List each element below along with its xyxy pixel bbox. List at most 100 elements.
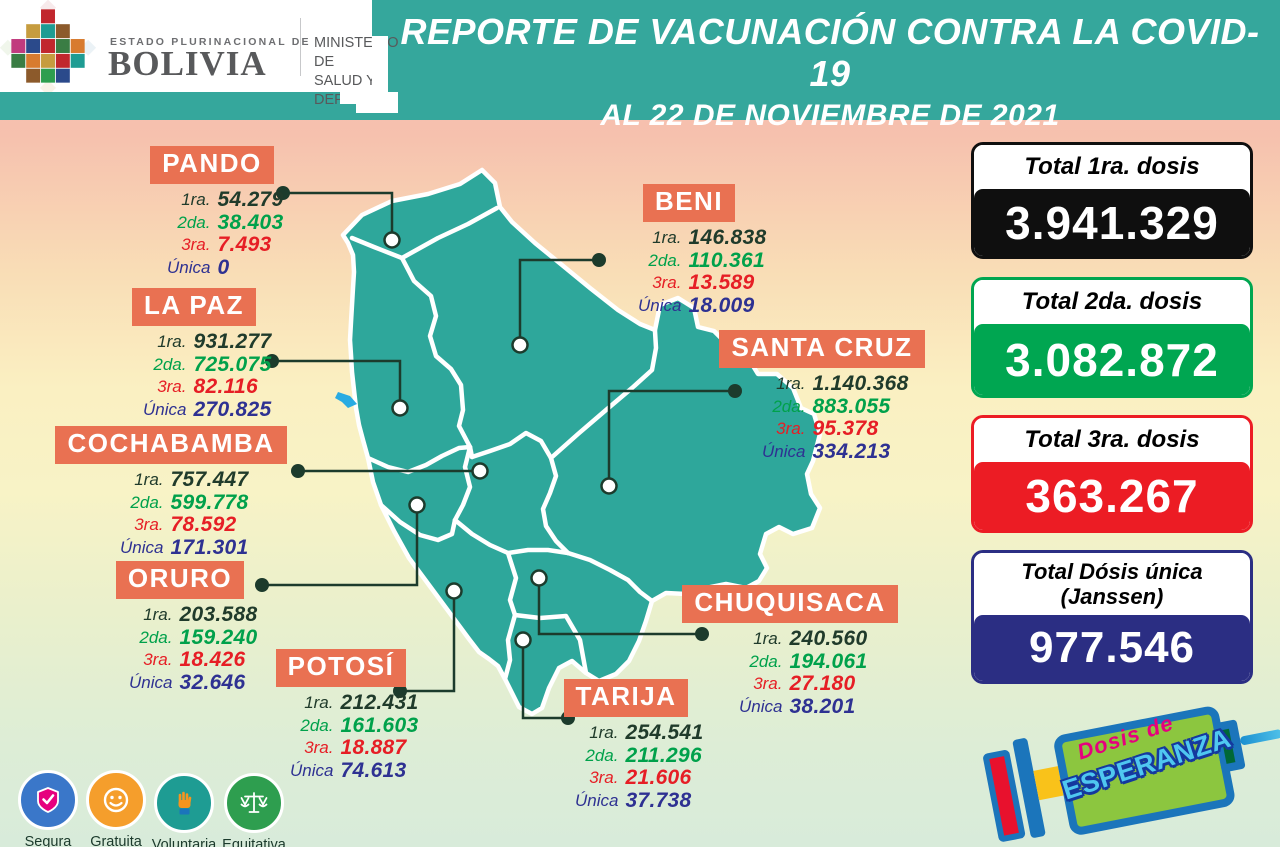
total-value: 3.082.872: [974, 324, 1250, 395]
principle-label: Equitativa: [222, 837, 286, 847]
callout-text-dot-oruro: [255, 578, 269, 592]
dose-value-unica: 38.201: [789, 694, 856, 718]
dose-value-3ra: 13.589: [688, 271, 755, 294]
border-cochabamba-santacruz: [540, 455, 571, 556]
dose-prefix-unica: Única: [575, 790, 619, 810]
total-label: Total Dósis única (Janssen): [974, 553, 1250, 615]
map-dot-beni: [511, 336, 529, 354]
dose-prefix-unica: Única: [167, 257, 211, 277]
map-dot-potosi: [445, 582, 463, 600]
principle-voluntaria: Voluntaria: [148, 773, 220, 847]
dose-value-unica: 334.213: [812, 439, 891, 463]
total-box-first-dose: Total 1ra. dosis 3.941.329: [971, 142, 1253, 259]
dose-value-1ra: 757.447: [170, 468, 249, 491]
dept-label: TARIJA: [563, 679, 689, 717]
principle-gratuita: Gratuita: [80, 770, 152, 847]
dose-prefix-2da: 2da.: [648, 250, 682, 270]
logo-plate: ESTADO PLURINACIONAL DE BOLIVIA MINISTER…: [0, 0, 399, 108]
total-label: Total 1ra. dosis: [974, 145, 1250, 189]
dose-value-1ra: 1.140.368: [812, 372, 909, 395]
dose-prefix-2da: 2da.: [300, 715, 334, 735]
total-box-single-dose: Total Dósis única (Janssen) 977.546: [971, 550, 1253, 684]
page-title: REPORTE DE VACUNACIÓN CONTRA LA COVID-19…: [395, 11, 1265, 133]
callout-text-dot-cochabamba: [291, 464, 305, 478]
dose-prefix-2da: 2da.: [139, 627, 173, 647]
dept-doses: 1ra. 1.140.368 2da. 883.055 3ra. 95.378 Úni…: [735, 372, 909, 463]
dept-label: BENI: [642, 184, 736, 222]
map-dot-tarija: [514, 631, 532, 649]
map-dot-chuquisaca: [530, 569, 548, 587]
map-dot-pando: [383, 231, 401, 249]
dose-value-3ra: 18.426: [179, 648, 246, 671]
dept-label: COCHABAMBA: [55, 426, 287, 464]
dept-doses: 1ra. 931.277 2da. 725.075 3ra. 82.116 Única…: [116, 330, 272, 421]
dose-prefix-3ra: 3ra.: [776, 419, 806, 438]
dose-prefix-1ra: 1ra.: [753, 629, 783, 648]
lake-titicaca: [335, 392, 357, 408]
dose-prefix-3ra: 3ra.: [589, 768, 619, 787]
principle-segura: Segura: [12, 770, 84, 847]
principle-label: Voluntaria: [151, 837, 217, 847]
principle-equitativa: Equitativa: [218, 773, 290, 847]
dose-value-2da: 159.240: [179, 625, 258, 649]
dose-value-1ra: 931.277: [193, 330, 272, 353]
logo-plate-step: [356, 104, 398, 113]
map-dot-lapaz: [391, 399, 409, 417]
dose-value-3ra: 18.887: [340, 736, 407, 759]
dept-doses: 1ra. 240.560 2da. 194.061 3ra. 27.180 Única…: [712, 627, 868, 718]
dose-prefix-unica: Única: [290, 760, 334, 780]
logo-pretitle: ESTADO PLURINACIONAL DE: [110, 36, 311, 48]
border-potosi-chuquisaca: [505, 550, 519, 618]
dose-prefix-unica: Única: [761, 441, 806, 461]
map-dot-cochabamba: [471, 462, 489, 480]
border-lapaz-beni: [399, 255, 475, 460]
dose-value-2da: 725.075: [193, 352, 272, 376]
dose-prefix-1ra: 1ra.: [652, 228, 682, 247]
callout-line-tarija: [521, 643, 568, 720]
dose-prefix-2da: 2da.: [153, 354, 187, 374]
dept-block-cochabamba: COCHABAMBA 1ra. 757.447 2da. 599.778 3ra. 7…: [55, 426, 287, 559]
total-value: 363.267: [974, 462, 1250, 530]
dept-label: CHUQUISACA: [682, 585, 898, 623]
report-date: AL 22 DE NOVIEMBRE DE 2021: [600, 99, 1060, 132]
dose-prefix-2da: 2da.: [772, 396, 806, 416]
dose-prefix-1ra: 1ra.: [589, 723, 619, 742]
dept-doses: 1ra. 146.838 2da. 110.361 3ra. 13.589 Única…: [611, 226, 766, 317]
map-dot-santacruz: [600, 477, 618, 495]
raised-hand-icon: [154, 773, 214, 833]
principle-label: Gratuita: [90, 834, 142, 847]
dose-value-unica: 32.646: [179, 670, 246, 694]
dose-value-1ra: 240.560: [789, 627, 868, 650]
dept-doses: 1ra. 254.541 2da. 211.296 3ra. 21.606 Única…: [548, 721, 703, 812]
dept-block-chuquisaca: CHUQUISACA 1ra. 240.560 2da. 194.061 3ra. 2…: [682, 585, 898, 718]
dose-value-2da: 211.296: [625, 743, 702, 767]
dept-block-lapaz: LA PAZ 1ra. 931.277 2da. 725.075 3ra. 82.11…: [71, 288, 317, 421]
callout-line-chuquisaca: [537, 581, 702, 636]
dose-value-3ra: 27.180: [789, 672, 856, 695]
dept-label: PANDO: [150, 146, 274, 184]
dose-prefix-2da: 2da.: [585, 745, 619, 765]
principle-label: Segura: [24, 834, 72, 847]
callout-text-dot-lapaz: [265, 354, 279, 368]
shield-check-icon: [18, 770, 78, 830]
dose-prefix-2da: 2da.: [749, 651, 783, 671]
border-lapaz-oruro: [365, 444, 473, 475]
dose-value-unica: 74.613: [340, 758, 407, 782]
dose-prefix-3ra: 3ra.: [652, 273, 682, 292]
callout-line-potosi: [400, 594, 456, 693]
bolivia-chakana-logo: [0, 0, 97, 96]
dose-value-3ra: 21.606: [625, 766, 692, 789]
smiley-icon: [86, 770, 146, 830]
dept-label: SANTA CRUZ: [719, 330, 925, 368]
total-box-third-dose: Total 3ra. dosis 363.267: [971, 415, 1253, 533]
dept-doses: 1ra. 757.447 2da. 599.778 3ra. 78.592 Única…: [94, 468, 249, 559]
dose-value-1ra: 212.431: [340, 691, 419, 714]
border-pando-lapaz: [349, 235, 405, 261]
dept-block-pando: PANDO 1ra. 54.279 2da. 38.403 3ra. 7.493 Ún…: [120, 146, 304, 279]
callout-text-dot-santacruz: [728, 384, 742, 398]
dept-block-oruro: ORURO 1ra. 203.588 2da. 159.240 3ra. 18.426…: [83, 561, 277, 694]
dept-block-potosi: POTOSÍ 1ra. 212.431 2da. 161.603 3ra. 18.88…: [217, 649, 465, 782]
total-label: Total 3ra. dosis: [974, 418, 1250, 462]
dose-value-unica: 37.738: [625, 788, 692, 812]
